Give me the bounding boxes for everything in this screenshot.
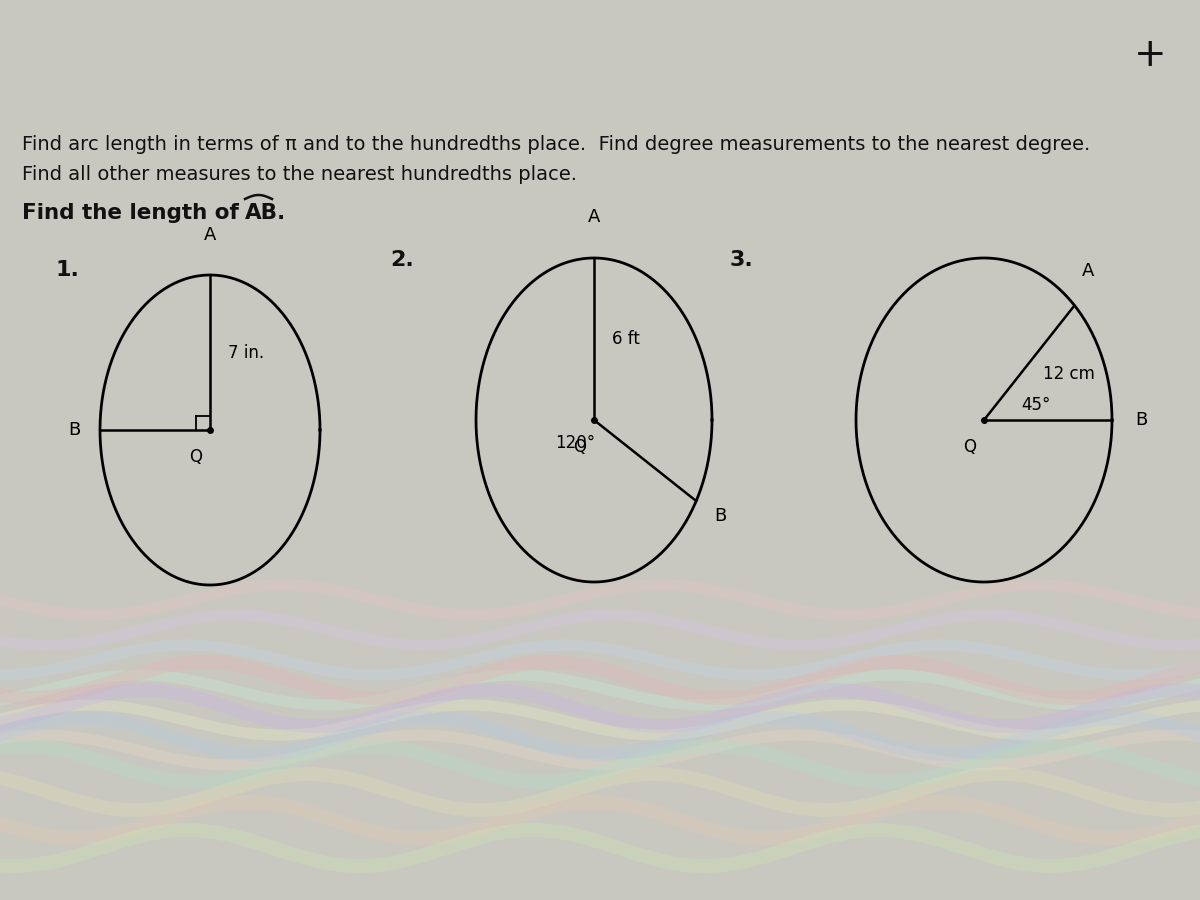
Text: 12 cm: 12 cm: [1043, 364, 1096, 382]
Text: 120°: 120°: [556, 434, 595, 452]
Text: 3.: 3.: [730, 250, 754, 270]
Text: Find the length of: Find the length of: [22, 203, 246, 223]
Text: A: A: [204, 226, 216, 244]
Text: A: A: [588, 208, 600, 226]
Text: A: A: [1082, 262, 1094, 280]
Text: Q: Q: [962, 438, 976, 456]
Text: AB.: AB.: [245, 203, 287, 223]
Text: 7 in.: 7 in.: [228, 344, 264, 362]
Text: B: B: [68, 421, 80, 439]
Text: 2.: 2.: [390, 250, 414, 270]
Text: Find arc length in terms of π and to the hundredths place.  Find degree measurem: Find arc length in terms of π and to the…: [22, 136, 1091, 155]
Text: B: B: [1135, 411, 1147, 429]
Text: 6 ft: 6 ft: [612, 330, 640, 348]
Text: 45°: 45°: [1021, 396, 1050, 414]
Text: 1.: 1.: [55, 260, 79, 280]
Text: Find all other measures to the nearest hundredths place.: Find all other measures to the nearest h…: [22, 166, 577, 184]
Text: +: +: [1134, 36, 1166, 74]
Text: Q: Q: [190, 448, 202, 466]
Text: B: B: [714, 507, 727, 525]
Text: Q: Q: [574, 438, 586, 456]
